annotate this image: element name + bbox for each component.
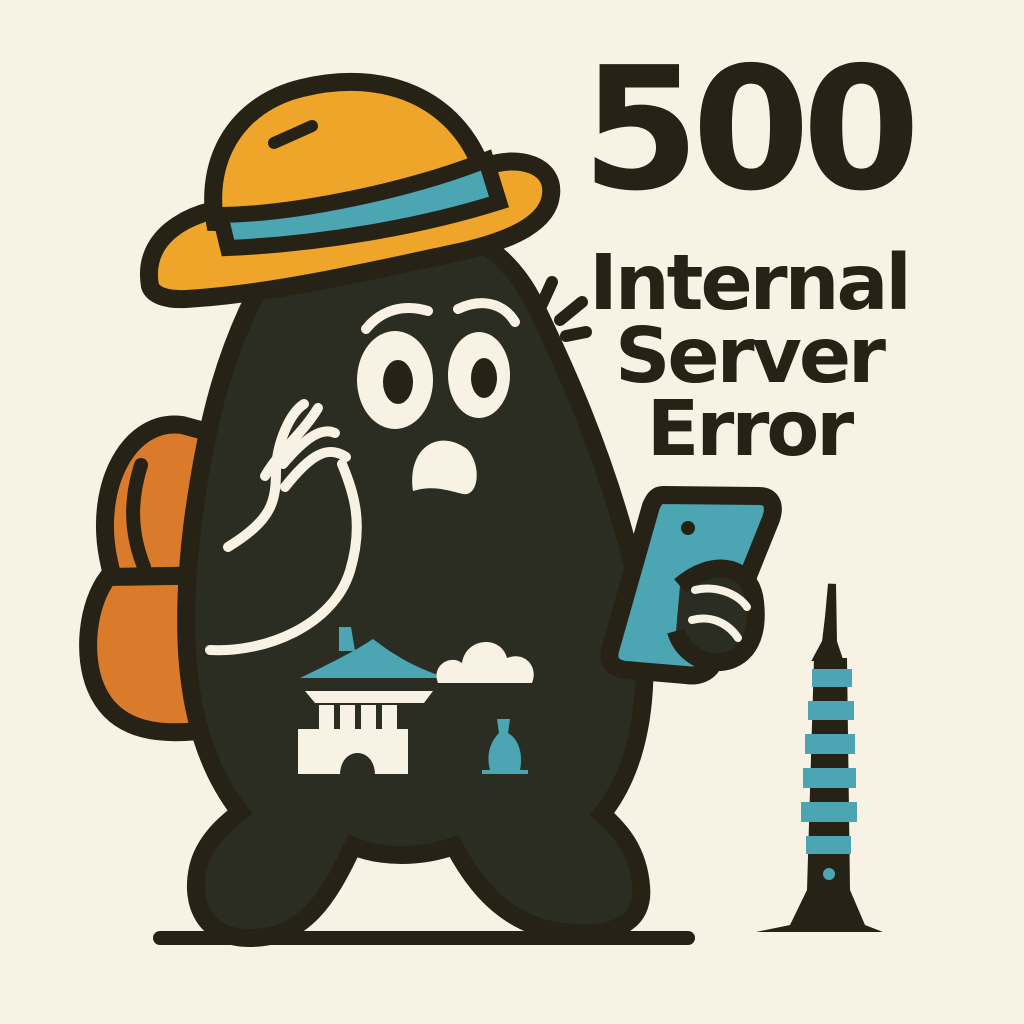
phone-icon bbox=[600, 485, 782, 685]
temple-icon bbox=[482, 719, 528, 774]
raised-hand bbox=[205, 399, 362, 656]
tower-icon bbox=[756, 583, 883, 932]
surprise-marks bbox=[536, 276, 592, 342]
face bbox=[357, 298, 520, 495]
cloud-icon bbox=[436, 642, 534, 683]
error-message-line: Server bbox=[614, 312, 886, 401]
gate-icon bbox=[298, 627, 446, 774]
error-message: Internal Server Error bbox=[574, 239, 924, 474]
error-code: 500 bbox=[581, 31, 921, 229]
error-message-line: Error bbox=[646, 385, 854, 474]
error-message-line: Internal bbox=[589, 239, 912, 328]
hat-icon bbox=[139, 72, 561, 309]
